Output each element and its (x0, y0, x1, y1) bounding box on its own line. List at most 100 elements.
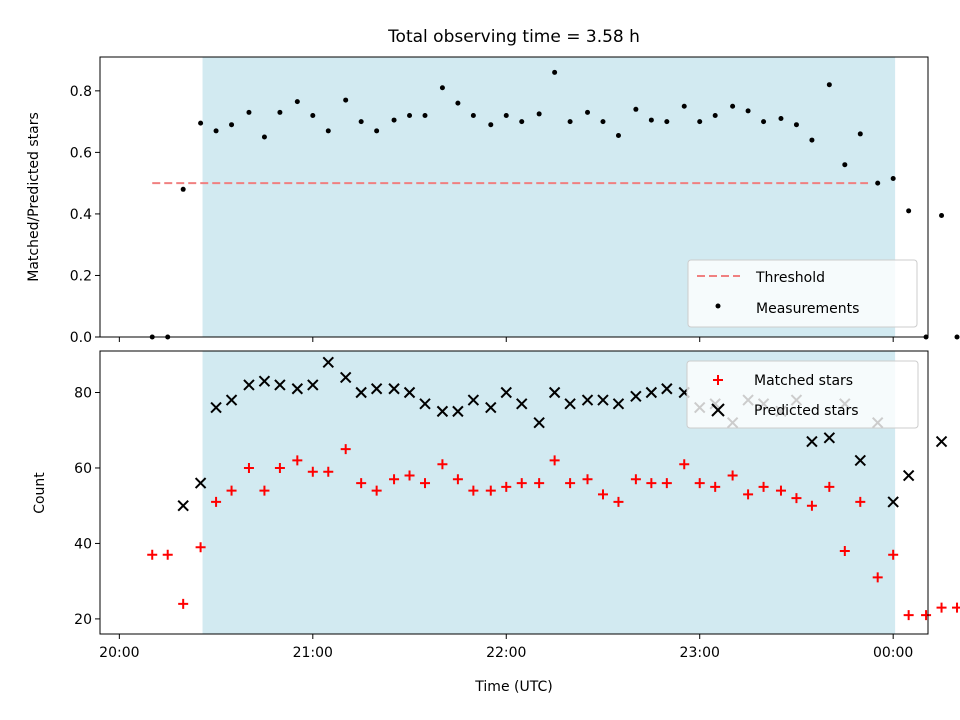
predicted-point (388, 383, 400, 395)
x-tick-label: 23:00 (680, 645, 720, 661)
matched-point (259, 485, 270, 496)
y-tick-label: 40 (74, 536, 92, 552)
chart-title: Total observing time = 3.58 h (387, 27, 640, 47)
measurement-point (229, 122, 235, 128)
measurement-point (567, 119, 573, 125)
measurement-point (600, 119, 606, 125)
matched-point (839, 545, 850, 556)
matched-point (437, 459, 448, 470)
measurement-point (664, 119, 670, 125)
measurement-point (809, 137, 815, 143)
matched-point (356, 478, 367, 489)
predicted-point (533, 416, 545, 429)
predicted-point (902, 469, 915, 482)
measurement-point (391, 117, 397, 123)
measurement-point (310, 112, 316, 118)
legend-matched: Matched stars (754, 373, 853, 389)
measurement-point (761, 119, 767, 125)
measurement-point (648, 117, 654, 123)
measurement-point (875, 180, 881, 186)
matched-point (824, 481, 835, 492)
matched-point (694, 478, 705, 489)
matched-point (661, 478, 672, 489)
matched-point (775, 485, 786, 496)
matched-point (516, 478, 527, 489)
matched-point (921, 610, 932, 621)
matched-point (727, 470, 738, 481)
measurement-point (213, 128, 219, 134)
matched-point (389, 474, 400, 485)
matched-point (549, 455, 560, 466)
matched-point (404, 470, 415, 481)
matched-point (952, 602, 960, 613)
measurement-point (890, 176, 896, 182)
measurement-point (488, 122, 494, 128)
predicted-point (436, 405, 449, 418)
matched-point (743, 489, 754, 500)
measurement-point (294, 99, 300, 105)
matched-point (582, 474, 593, 485)
matched-point (274, 462, 285, 473)
matched-point (323, 466, 334, 477)
matched-point (806, 500, 817, 511)
measurement-point (793, 122, 799, 128)
matched-point (597, 489, 608, 500)
matched-point (162, 549, 173, 560)
matched-point (147, 549, 158, 560)
measurement-point (374, 128, 380, 134)
matched-point (501, 481, 512, 492)
predicted-point (419, 398, 431, 410)
legend-predicted: Predicted stars (754, 403, 859, 419)
measurement-point (358, 119, 364, 125)
predicted-point (307, 379, 319, 391)
matched-point (371, 485, 382, 496)
x-tick-label: 00:00 (873, 645, 913, 661)
measurement-point (906, 208, 912, 214)
measurement-point (325, 128, 331, 134)
measurement-point (857, 131, 863, 137)
predicted-point (452, 405, 464, 418)
measurement-point (536, 111, 542, 117)
predicted-point (612, 398, 625, 410)
measurement-point (615, 132, 621, 138)
matched-point (307, 466, 318, 477)
matched-point (791, 493, 802, 504)
matched-point (630, 474, 641, 485)
measurement-point (407, 112, 413, 118)
x-tick-label: 22:00 (486, 645, 526, 661)
predicted-point (194, 477, 207, 489)
predicted-point (274, 379, 286, 391)
measurement-point (455, 100, 461, 106)
y-tick-label: 80 (74, 386, 92, 402)
measurement-point (503, 112, 509, 118)
bottom-ylabel: Count (32, 472, 48, 514)
measurement-point (343, 97, 349, 103)
legend-threshold: Threshold (755, 270, 825, 286)
measurement-point (954, 334, 960, 340)
measurement-point (826, 82, 832, 88)
measurement-point (519, 119, 525, 125)
predicted-point (806, 435, 818, 448)
predicted-point (225, 394, 238, 406)
measurement-point (552, 69, 558, 75)
measurement-point (585, 109, 591, 115)
matched-point (340, 444, 351, 455)
measurement-point (633, 106, 639, 112)
matched-point (292, 455, 303, 466)
measurement-point (261, 134, 267, 140)
predicted-point (564, 398, 576, 410)
measurement-point (842, 162, 848, 168)
matched-point (485, 485, 496, 496)
measurement-point (697, 119, 703, 125)
predicted-point (243, 379, 255, 391)
matched-point (936, 602, 947, 613)
measurement-point (422, 112, 428, 118)
predicted-point (548, 386, 561, 399)
measurement-point (246, 109, 252, 115)
measurement-point (198, 120, 204, 126)
matched-point (452, 474, 463, 485)
matched-point (855, 496, 866, 507)
matched-point (903, 610, 914, 621)
